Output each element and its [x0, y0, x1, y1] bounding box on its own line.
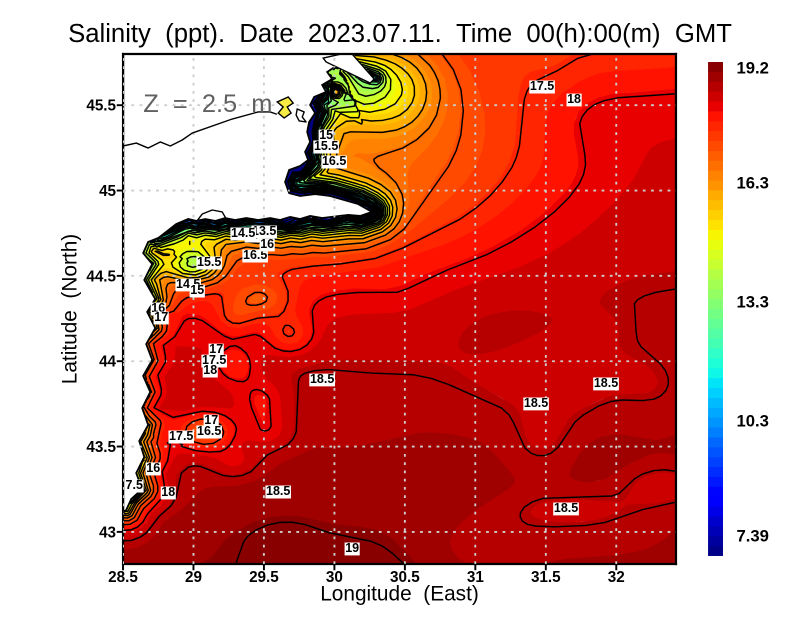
svg-text:14.5: 14.5	[231, 226, 255, 240]
svg-text:16.5: 16.5	[322, 154, 346, 168]
svg-text:29: 29	[185, 569, 202, 586]
svg-text:16.5: 16.5	[243, 248, 267, 262]
svg-text:18.5: 18.5	[594, 376, 618, 390]
svg-text:17: 17	[204, 413, 218, 427]
svg-text:17.5: 17.5	[202, 353, 226, 367]
svg-text:18.5: 18.5	[554, 501, 578, 515]
svg-text:29.5: 29.5	[249, 569, 279, 586]
svg-text:31: 31	[467, 569, 484, 586]
svg-text:43: 43	[99, 524, 116, 541]
svg-text:16.3: 16.3	[737, 173, 769, 192]
svg-text:19: 19	[345, 541, 359, 555]
svg-text:17.5: 17.5	[530, 79, 554, 93]
svg-text:Z = 2.5 m: Z = 2.5 m	[143, 90, 272, 118]
svg-text:32: 32	[608, 569, 625, 586]
svg-text:28.5: 28.5	[108, 569, 138, 586]
svg-text:16: 16	[260, 237, 274, 251]
svg-text:44: 44	[99, 354, 116, 371]
svg-text:18.5: 18.5	[266, 484, 290, 498]
svg-text:17.5: 17.5	[169, 429, 193, 443]
svg-text:15.5: 15.5	[197, 255, 221, 269]
svg-text:30: 30	[326, 569, 343, 586]
svg-text:Latitude (North): Latitude (North)	[58, 234, 81, 384]
svg-text:18: 18	[567, 92, 581, 106]
svg-text:44.5: 44.5	[86, 268, 116, 285]
svg-text:16.5: 16.5	[197, 424, 221, 438]
svg-text:15: 15	[190, 283, 204, 297]
svg-text:30.5: 30.5	[390, 569, 420, 586]
svg-text:17: 17	[154, 310, 168, 324]
svg-text:13.3: 13.3	[737, 292, 769, 311]
svg-text:Longitude (East): Longitude (East)	[320, 582, 479, 605]
svg-text:15: 15	[319, 128, 333, 142]
svg-text:10.3: 10.3	[737, 411, 769, 430]
svg-text:18.5: 18.5	[310, 372, 334, 386]
svg-text:18: 18	[161, 485, 175, 499]
svg-text:18: 18	[203, 363, 217, 377]
svg-text:Salinity (ppt). Date 2023.0: Salinity (ppt). Date 2023.07.11. Time 00…	[68, 20, 732, 48]
svg-text:43.5: 43.5	[86, 439, 116, 456]
svg-text:7.39: 7.39	[737, 526, 769, 545]
svg-text:13.5: 13.5	[252, 224, 276, 238]
svg-text:16: 16	[146, 461, 160, 475]
svg-text:15.5: 15.5	[314, 139, 338, 153]
svg-text:18.5: 18.5	[524, 396, 548, 410]
svg-text:31.5: 31.5	[531, 569, 561, 586]
svg-text:7.5: 7.5	[126, 478, 143, 492]
svg-text:17: 17	[209, 342, 223, 356]
svg-text:45: 45	[99, 183, 116, 200]
svg-text:45.5: 45.5	[86, 98, 116, 115]
svg-text:19.2: 19.2	[737, 58, 769, 77]
